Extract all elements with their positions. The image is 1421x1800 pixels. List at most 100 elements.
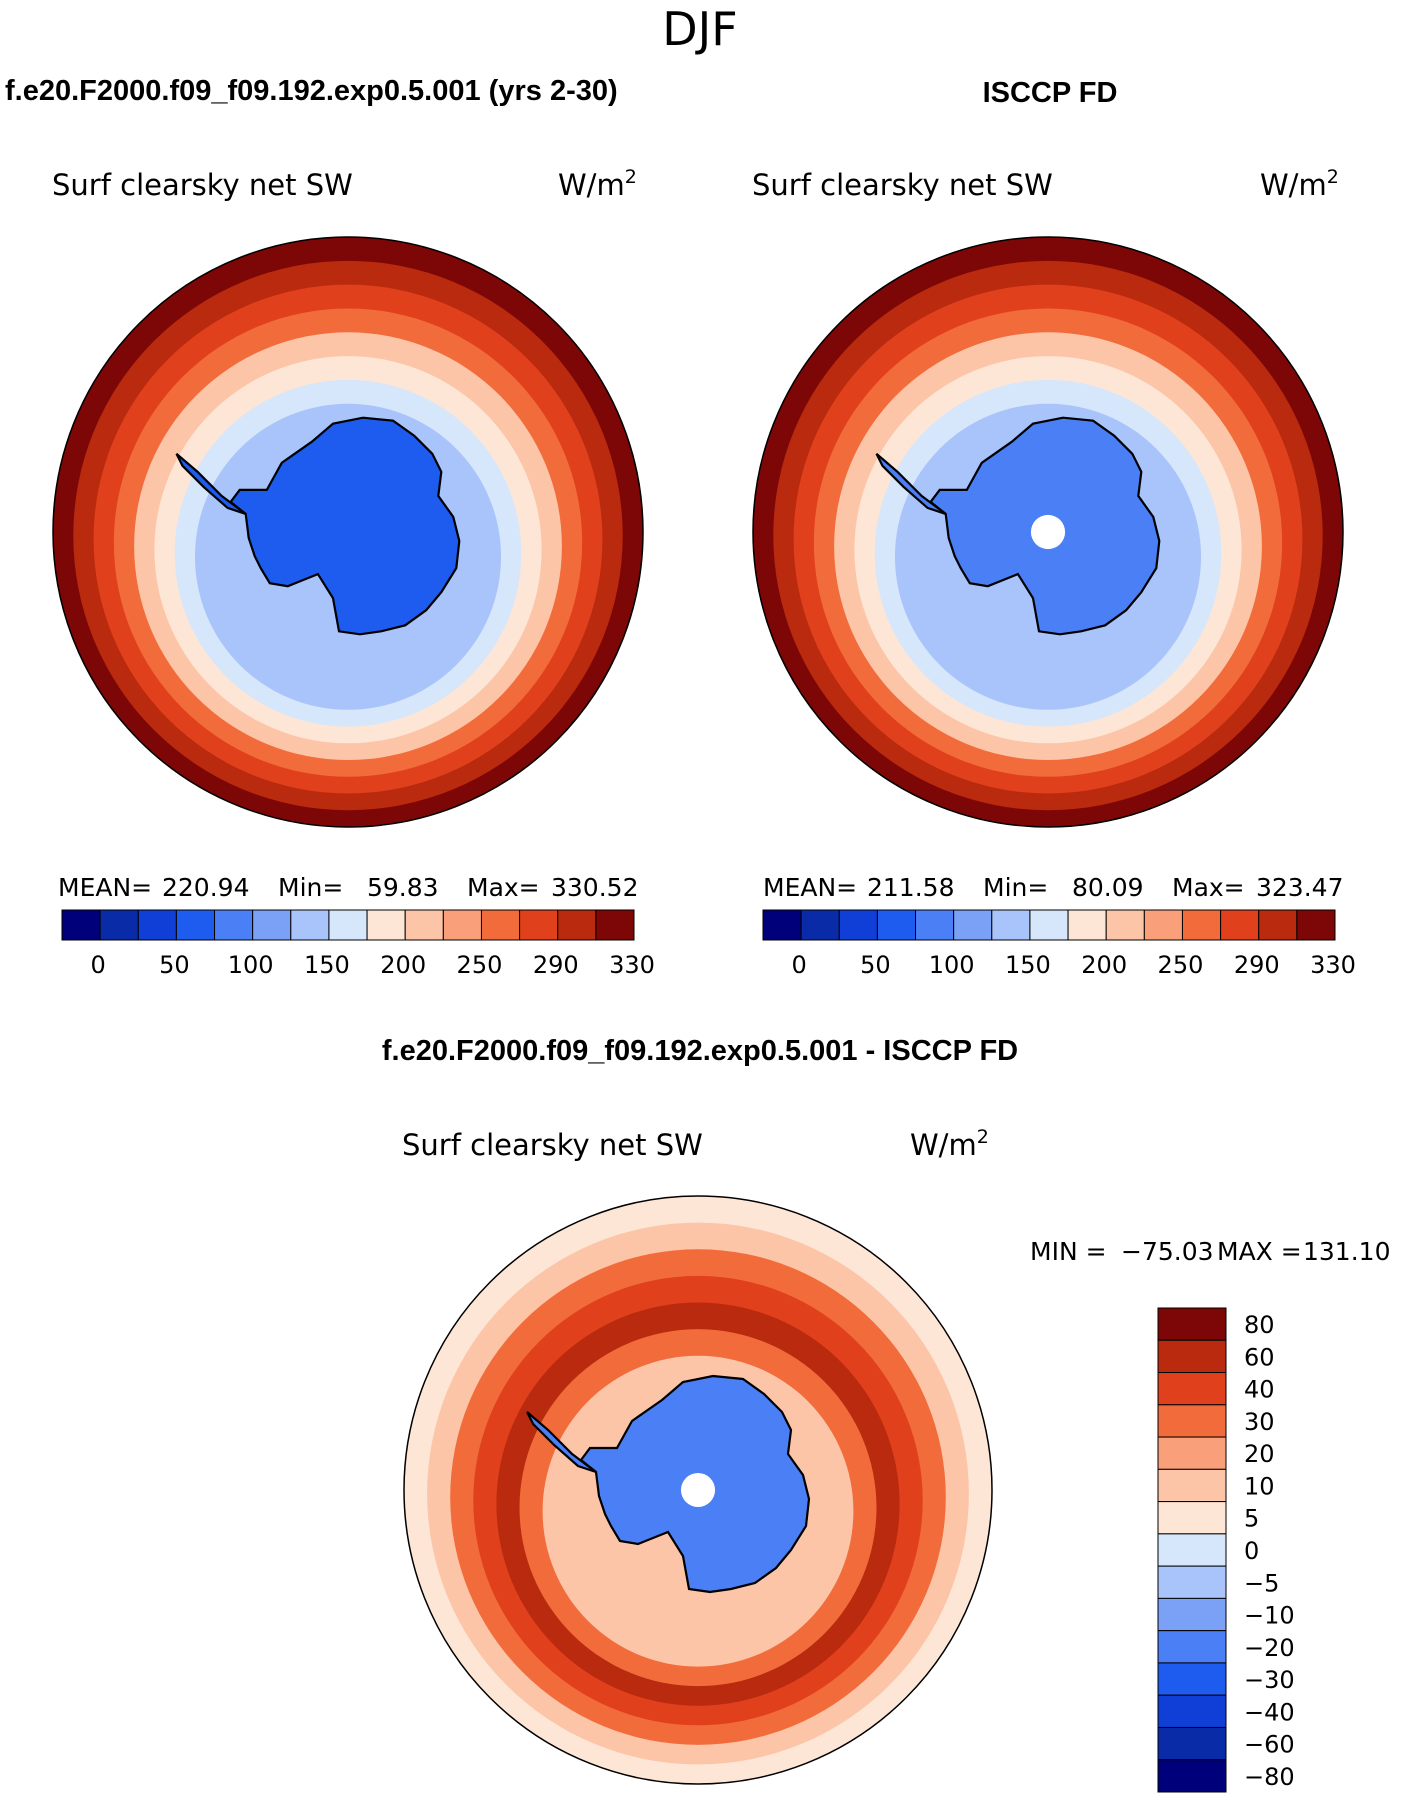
colorbar-swatch — [175, 909, 216, 941]
colorbar-swatch — [1220, 909, 1260, 941]
left-panel-title: f.e20.F2000.f09_f09.192.exp0.5.001 (yrs … — [5, 75, 618, 107]
right-min-label: Min= — [983, 873, 1048, 902]
colorbar-tick-label: −30 — [1244, 1666, 1295, 1694]
left-mean-value: 220.94 — [162, 873, 249, 902]
colorbar-swatch — [953, 909, 993, 941]
colorbar-tick-label: 100 — [929, 951, 975, 979]
right-units-label: W/m2 — [1260, 166, 1339, 202]
colorbar-tick-label: 30 — [1244, 1408, 1275, 1436]
colorbar-tick-label: 50 — [159, 951, 190, 979]
right-stats: MEAN= 211.58 Min= 80.09 Max= 323.47 — [763, 873, 1343, 902]
right-units-exponent: 2 — [1327, 166, 1339, 188]
colorbar-swatch — [366, 909, 406, 941]
colorbar-swatch — [1067, 909, 1107, 941]
colorbar-tick-label: 100 — [228, 951, 274, 979]
bottom-units-exponent: 2 — [977, 1126, 989, 1148]
colorbar-tick-label: 40 — [1244, 1376, 1275, 1404]
colorbar-swatch — [838, 909, 878, 941]
colorbar-tick-label: 250 — [1158, 951, 1204, 979]
colorbar-swatch — [1143, 909, 1183, 941]
left-mean-label: MEAN= — [58, 873, 152, 902]
colorbar-swatch — [1029, 909, 1069, 941]
colorbar-swatch — [1157, 1726, 1227, 1761]
coastline — [229, 416, 461, 636]
colorbar-tick-label: −40 — [1244, 1698, 1295, 1726]
colorbar-swatch — [442, 909, 482, 941]
left-units-label: W/m2 — [558, 166, 637, 202]
coastline — [929, 416, 1161, 636]
colorbar-swatch — [1105, 909, 1145, 941]
colorbar-tick-label: 0 — [791, 951, 806, 979]
colorbar-tick-label: 5 — [1244, 1505, 1259, 1533]
left-max-label: Max= — [467, 873, 540, 902]
colorbar-difference: 80 60 40 30 20 10 5 0 −5 −10 −20 −30 −40 −60 −80 — [1157, 1307, 1295, 1793]
map-border — [752, 236, 1344, 828]
bottom-stats: MIN = −75.03 MAX =131.10 — [1030, 1237, 1390, 1266]
colorbar-swatch — [252, 909, 292, 941]
pole-hole — [1030, 514, 1066, 550]
colorbar-tick-label: 150 — [1005, 951, 1051, 979]
colorbar-tick-label: 200 — [380, 951, 426, 979]
colorbar-tick-label: 200 — [1081, 951, 1127, 979]
right-min-value: 80.09 — [1072, 873, 1144, 902]
colorbar-swatch — [1157, 1533, 1227, 1567]
colorbar-swatch — [1157, 1339, 1227, 1374]
right-panel-title: ISCCP FD — [983, 77, 1118, 109]
map-bottom-difference — [403, 1195, 993, 1785]
colorbar-tick-label: 60 — [1244, 1343, 1275, 1371]
colorbar-left: 0 50 100 150 200 250 290 330 — [61, 909, 655, 979]
right-max-value: 323.47 — [1256, 873, 1343, 902]
colorbar-tick-label: 80 — [1244, 1311, 1275, 1339]
colorbar-swatch — [1157, 1372, 1227, 1406]
colorbar-swatch — [480, 909, 521, 941]
colorbar-swatch — [876, 909, 917, 941]
left-max-value: 330.52 — [551, 873, 638, 902]
colorbar-swatch — [290, 909, 330, 941]
colorbar-swatch — [595, 909, 635, 941]
colorbar-swatch — [1157, 1597, 1227, 1632]
peninsula-coastline — [175, 452, 247, 515]
colorbar-swatch — [61, 909, 101, 941]
colorbar-swatch — [519, 909, 559, 941]
colorbar-swatch — [1258, 909, 1298, 941]
bottom-min-label: MIN = — [1030, 1237, 1107, 1266]
colorbar-swatch — [1157, 1694, 1227, 1728]
map-border — [403, 1195, 993, 1785]
bottom-min-value: −75.03 — [1121, 1237, 1214, 1266]
bottom-units-prefix: W/m — [910, 1128, 977, 1162]
colorbar-tick-label: 150 — [304, 951, 350, 979]
peninsula-coastline — [875, 452, 947, 515]
colorbar-tick-label: 20 — [1244, 1440, 1275, 1468]
colorbar-swatch — [1157, 1759, 1227, 1793]
bottom-units-label: W/m2 — [910, 1126, 989, 1162]
colorbar-swatch — [557, 909, 597, 941]
colorbar-right: 0 50 100 150 200 250 290 330 — [762, 909, 1356, 979]
colorbar-swatch — [1181, 909, 1222, 941]
season-title: DJF — [662, 2, 737, 56]
colorbar-swatch — [1157, 1662, 1227, 1696]
colorbar-tick-label: 290 — [533, 951, 579, 979]
colorbar-swatch — [328, 909, 368, 941]
colorbar-swatch — [915, 909, 955, 941]
colorbar-tick-label: −80 — [1244, 1763, 1295, 1791]
colorbar-tick-label: −10 — [1244, 1602, 1295, 1630]
left-units-prefix: W/m — [558, 168, 625, 202]
bottom-max-label: MAX = — [1217, 1237, 1302, 1266]
colorbar-tick-label: 330 — [1310, 951, 1356, 979]
bottom-variable-label: Surf clearsky net SW — [402, 1128, 703, 1162]
bottom-panel-title: f.e20.F2000.f09_f09.192.exp0.5.001 - ISC… — [382, 1035, 1018, 1067]
colorbar-swatch — [1157, 1565, 1227, 1599]
colorbar-tick-label: −20 — [1244, 1634, 1295, 1662]
right-mean-value: 211.58 — [867, 873, 954, 902]
right-units-prefix: W/m — [1260, 168, 1327, 202]
colorbar-swatch — [800, 909, 840, 941]
peninsula-coastline — [526, 1411, 597, 1474]
map-left-model — [52, 236, 644, 828]
left-stats: MEAN= 220.94 Min= 59.83 Max= 330.52 — [58, 873, 638, 902]
colorbar-swatch — [1157, 1307, 1227, 1341]
bottom-max-value: 131.10 — [1303, 1237, 1390, 1266]
right-variable-label: Surf clearsky net SW — [752, 168, 1053, 202]
right-mean-label: MEAN= — [763, 873, 857, 902]
